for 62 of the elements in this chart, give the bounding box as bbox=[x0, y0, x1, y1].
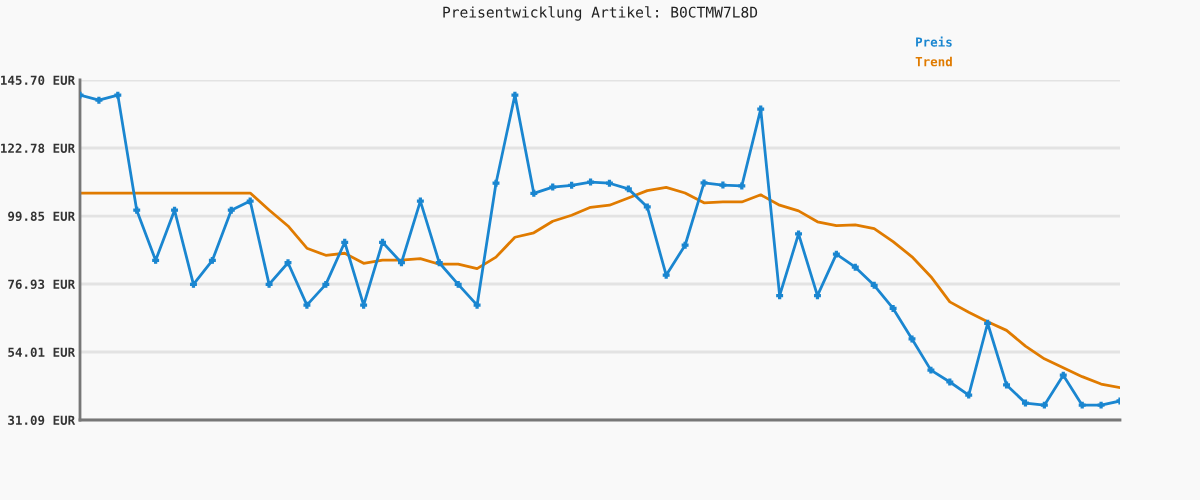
point bbox=[492, 179, 500, 187]
point bbox=[700, 179, 708, 187]
point bbox=[624, 185, 632, 193]
y-tick-label: 76.93 EUR bbox=[8, 279, 76, 289]
point bbox=[587, 178, 595, 186]
line-series bbox=[80, 186, 1120, 390]
text: Preis bbox=[916, 36, 952, 47]
point bbox=[643, 203, 651, 211]
y-tick-label: 54.01 EUR bbox=[8, 347, 76, 357]
point bbox=[95, 96, 103, 104]
point bbox=[435, 259, 443, 267]
point bbox=[530, 189, 538, 197]
point bbox=[946, 378, 954, 386]
point bbox=[813, 292, 821, 300]
point bbox=[246, 197, 254, 205]
point bbox=[284, 259, 292, 267]
point bbox=[832, 250, 840, 258]
point bbox=[341, 238, 349, 246]
point bbox=[397, 259, 405, 267]
y-tick-label: 99.85 EUR bbox=[8, 211, 76, 222]
point bbox=[1059, 371, 1067, 379]
point bbox=[662, 271, 670, 279]
point bbox=[719, 181, 727, 189]
y-tick-label: 122.78 EUR bbox=[1, 143, 76, 153]
point bbox=[908, 335, 916, 343]
point bbox=[171, 206, 179, 214]
point bbox=[1097, 401, 1105, 409]
point bbox=[1078, 401, 1086, 409]
point bbox=[360, 301, 368, 309]
point bbox=[133, 206, 141, 214]
point bbox=[454, 280, 462, 288]
point bbox=[114, 91, 122, 99]
y-tick-label: 31.09 EUR bbox=[8, 415, 76, 425]
point bbox=[473, 301, 481, 309]
point bbox=[757, 105, 765, 113]
point bbox=[189, 280, 197, 288]
point bbox=[795, 230, 803, 238]
point bbox=[776, 292, 784, 300]
point bbox=[927, 366, 935, 374]
point bbox=[549, 183, 557, 191]
point bbox=[227, 206, 235, 214]
point bbox=[1040, 401, 1048, 409]
chart-title: Preisentwicklung Artikel: B0CTMW7L8D bbox=[443, 6, 758, 21]
point bbox=[681, 241, 689, 249]
point bbox=[605, 179, 613, 187]
point bbox=[738, 182, 746, 190]
point bbox=[568, 181, 576, 189]
point bbox=[511, 91, 519, 99]
text: Trend bbox=[915, 56, 952, 67]
point bbox=[303, 301, 311, 309]
point bbox=[416, 197, 424, 205]
point bbox=[322, 280, 330, 288]
point bbox=[889, 304, 897, 312]
point bbox=[965, 391, 973, 399]
point bbox=[870, 281, 878, 289]
point bbox=[208, 256, 216, 264]
y-tick-label: 145.70 EUR bbox=[1, 75, 76, 85]
point bbox=[851, 263, 859, 271]
point bbox=[1003, 381, 1011, 389]
point bbox=[984, 319, 992, 327]
point bbox=[379, 238, 387, 246]
point bbox=[1021, 399, 1029, 407]
